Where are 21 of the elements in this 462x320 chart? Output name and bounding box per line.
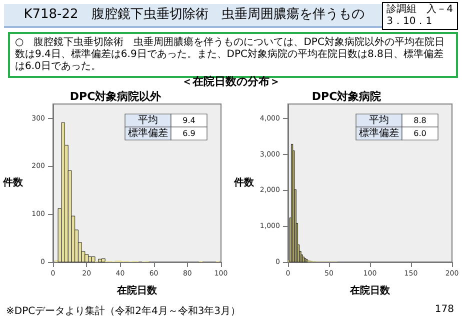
x-axis-title: 在院日数 [348,284,391,296]
x-axis-title: 在院日数 [116,284,158,296]
annotation: 8.8 [414,116,426,125]
text: ○ 腹腔鏡下虫垂切除術 虫垂周囲膿瘍を伴うものについては、DPC対象病院以外の平均在院日数は9.4日、標準偏差は6.9日であった。また、DPC対象病院の平均在院日数は8.8日、標準偏差は6.0日であった。 [15,37,444,72]
chart-title: DPC対象病院 [312,90,382,103]
text: 診調組 入－4 [386,4,453,16]
annotation: 標準偏差 [359,127,399,139]
text: K718-22 腹腔鏡下虫垂切除術 虫垂周囲膿瘍を伴うもの [4,4,384,28]
annotation: 標準偏差 [128,127,168,139]
annotation: 6.9 [182,129,196,138]
text: 178 [434,304,454,315]
text: ※DPCデータより集計（令和2年4月～令和3年3月） [6,304,241,318]
chart-title: DPC対象病院以外 [70,90,162,103]
annotation: 9.4 [182,116,196,125]
text: 3．10．1 [386,16,434,28]
annotation: 平均 [369,114,389,126]
text: ＜在院日数の分布＞ [180,74,282,89]
y-axis-title: 件数 [2,176,24,188]
annotation: 平均 [138,114,158,126]
y-axis-title: 件数 [233,176,255,188]
annotation: 6.0 [414,129,426,138]
